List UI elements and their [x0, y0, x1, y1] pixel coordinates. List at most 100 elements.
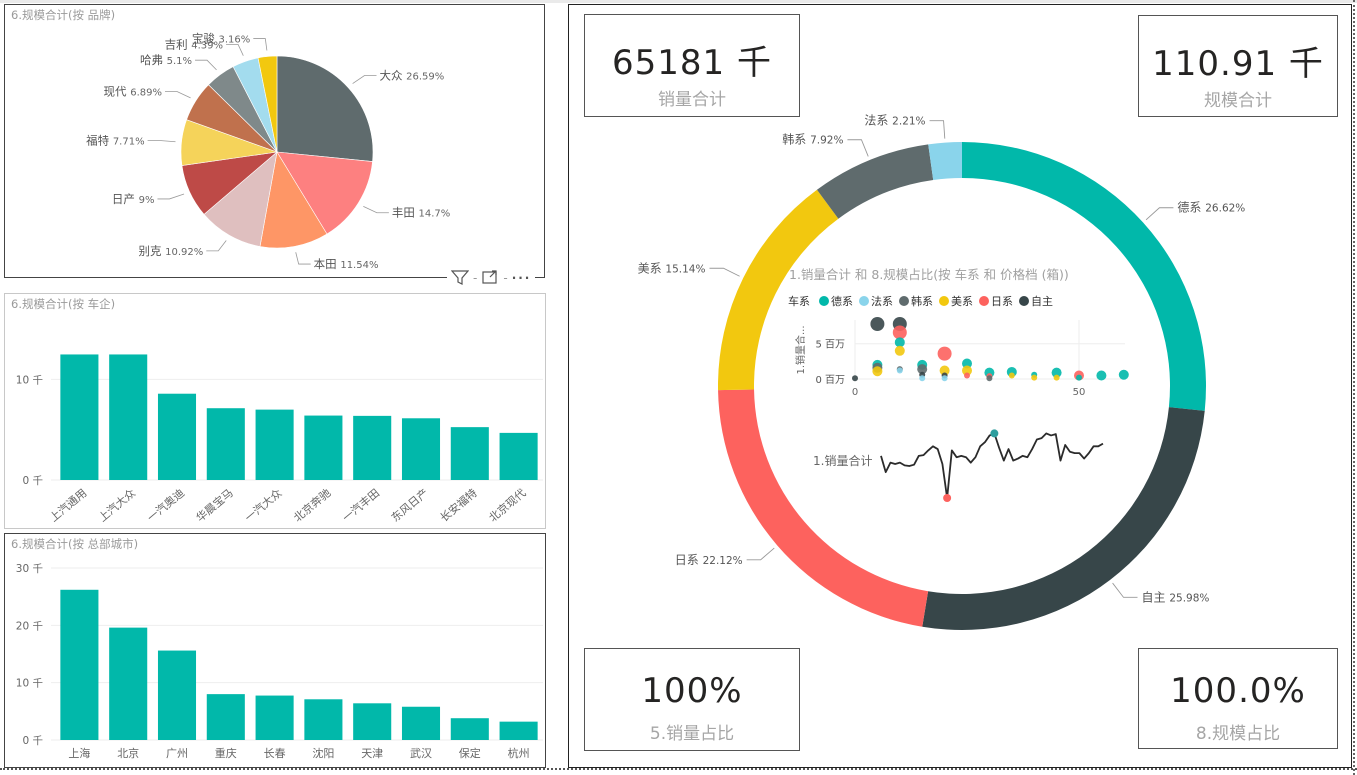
- scatter-legend: 车系 德系 法系 韩系 美系 日系 自主: [788, 293, 1056, 309]
- card-sales-share[interactable]: 100% 5.销量占比: [584, 648, 800, 751]
- y-tick-label: 10 千: [16, 678, 43, 690]
- x-tick-label: 北京奔驰: [291, 486, 334, 525]
- scatter-chart[interactable]: 0 50 0 百万 5 百万 1.销量合...: [770, 310, 1130, 420]
- scatter-point-德系[interactable]: [894, 337, 905, 348]
- donut-series-chart[interactable]: 德系 26.62% 自主 25.98% 日系 22.12% 美系 15.14% 韩系 7…: [568, 100, 1352, 740]
- card-label: 5.销量占比: [649, 724, 735, 744]
- donut-data-label: 自主 25.98%: [1142, 590, 1210, 604]
- scatter-point-美系[interactable]: [1031, 374, 1038, 381]
- pie-label-value: 14.7%: [419, 209, 451, 220]
- legend-item-自主[interactable]: 自主: [1019, 293, 1053, 309]
- scatter-point-法系[interactable]: [896, 367, 903, 374]
- bar-广州[interactable]: [157, 650, 197, 740]
- pie-slice-丰田[interactable]: [276, 151, 373, 235]
- donut-label-value: 15.14%: [665, 263, 705, 275]
- pie-slice-别克[interactable]: [203, 151, 278, 247]
- pie-label-name: 福特: [86, 134, 113, 148]
- bar-保定[interactable]: [450, 718, 489, 740]
- scatter-point-韩系[interactable]: [917, 364, 928, 375]
- donut-slice-德系[interactable]: [962, 142, 1206, 411]
- y-axis-title: 1.销量合...: [794, 325, 807, 374]
- donut-slice-日系[interactable]: [718, 389, 929, 627]
- scatter-point-法系[interactable]: [919, 375, 926, 382]
- scatter-point-德系[interactable]: [1096, 370, 1107, 381]
- scatter-point-美系[interactable]: [1053, 374, 1060, 381]
- x-tick-label: 东风日产: [388, 486, 431, 525]
- pie-leader-line: [226, 43, 244, 56]
- bar-一汽大众[interactable]: [255, 409, 294, 480]
- scatter-point-美系[interactable]: [962, 365, 972, 376]
- scatter-point-自主[interactable]: [870, 317, 885, 331]
- visual-header-toolbar: - - ···: [447, 268, 536, 288]
- bar-长春[interactable]: [255, 695, 294, 740]
- pie-data-label: 别克 10.92%: [138, 244, 203, 258]
- legend-item-日系[interactable]: 日系: [979, 293, 1013, 309]
- y-tick-label: 0 百万: [815, 374, 845, 386]
- bar-北京现代[interactable]: [499, 432, 538, 480]
- bar-上汽大众[interactable]: [109, 354, 148, 480]
- pie-label-value: 11.54%: [340, 260, 378, 271]
- pie-slice-大众[interactable]: [276, 55, 374, 162]
- donut-label-name: 韩系: [782, 132, 810, 147]
- scatter-point-美系[interactable]: [872, 366, 883, 377]
- sparkline-max-marker: [990, 429, 999, 438]
- legend-item-韩系[interactable]: 韩系: [899, 293, 933, 309]
- bar-一汽奥迪[interactable]: [157, 393, 197, 480]
- card-value: 100%: [641, 671, 743, 711]
- sparkline-min-marker: [943, 494, 952, 502]
- bar-company-visual[interactable]: 6.规模合计(按 车企) 0 千 10 千上汽通用 上汽大众 一汽奥迪 华晨宝马 一汽大众…: [4, 293, 546, 529]
- donut-label-value: 26.62%: [1205, 203, 1245, 215]
- bar-杭州[interactable]: [499, 721, 538, 740]
- y-tick-label: 10 千: [16, 374, 43, 386]
- scatter-point-日系[interactable]: [892, 325, 907, 340]
- pie-label-value: 26.59%: [406, 72, 444, 83]
- bar-东风日产[interactable]: [401, 418, 441, 480]
- scatter-point-德系[interactable]: [1118, 369, 1129, 380]
- bar-上海[interactable]: [60, 589, 99, 740]
- bar-重庆[interactable]: [206, 694, 245, 740]
- more-options-icon[interactable]: ···: [511, 271, 532, 285]
- legend-item-法系[interactable]: 法系: [859, 293, 893, 309]
- bar-沈阳[interactable]: [304, 699, 343, 740]
- scatter-point-法系[interactable]: [941, 375, 948, 382]
- legend-item-德系[interactable]: 德系: [819, 293, 853, 309]
- scatter-point-日系[interactable]: [964, 372, 970, 379]
- scatter-point-美系[interactable]: [1008, 372, 1015, 379]
- bar-武汉[interactable]: [401, 706, 441, 740]
- scatter-point-自主[interactable]: [852, 375, 858, 382]
- scatter-point-德系[interactable]: [962, 358, 972, 369]
- scatter-point-德系[interactable]: [1076, 374, 1082, 381]
- donut-leader-line: [1145, 207, 1174, 221]
- scatter-point-美系[interactable]: [939, 365, 950, 376]
- donut-slice-美系[interactable]: [718, 189, 839, 391]
- x-tick-label: 重庆: [215, 746, 237, 760]
- bar-天津[interactable]: [353, 703, 392, 740]
- donut-slice-自主[interactable]: [922, 407, 1205, 630]
- scatter-point-美系[interactable]: [894, 345, 905, 356]
- pie-label-name: 现代: [104, 84, 131, 98]
- focus-mode-icon[interactable]: [481, 269, 499, 288]
- bar-city-visual[interactable]: 6.规模合计(按 总部城市) 0 千 10 千 20 千 30 千上海 北京 广州 重庆 长春…: [4, 533, 546, 768]
- card-scale-share[interactable]: 100.0% 8.规模占比: [1138, 648, 1338, 749]
- pie-label-name: 丰田: [392, 206, 419, 220]
- bar-上汽通用[interactable]: [60, 354, 99, 480]
- bar-北京[interactable]: [109, 627, 148, 740]
- legend-item-美系[interactable]: 美系: [939, 293, 973, 309]
- pie-slice-本田[interactable]: [259, 151, 328, 249]
- scatter-point-日系[interactable]: [937, 346, 952, 361]
- pie-slice-宝骏[interactable]: [257, 55, 278, 153]
- bar-华晨宝马[interactable]: [206, 408, 245, 480]
- scatter-point-德系[interactable]: [1051, 367, 1062, 378]
- donut-slice-法系[interactable]: [928, 142, 962, 181]
- pie-leader-line: [253, 38, 268, 51]
- pie-leader-line: [206, 240, 227, 252]
- filter-icon[interactable]: [450, 269, 470, 288]
- pie-brand-visual[interactable]: 6.规模合计(按 品牌) 大众 26.59% 丰田 14.7% 本田 11.54% 别…: [4, 4, 545, 278]
- bar-长安福特[interactable]: [450, 427, 489, 480]
- donut-slice-韩系[interactable]: [816, 144, 934, 219]
- bar-北京奔驰[interactable]: [304, 415, 343, 480]
- scatter-point-韩系[interactable]: [986, 375, 993, 382]
- card-scale-total[interactable]: 110.91 千 规模合计: [1138, 15, 1338, 117]
- bar-一汽丰田[interactable]: [353, 415, 392, 480]
- card-sales-total[interactable]: 65181 千 销量合计: [584, 14, 800, 117]
